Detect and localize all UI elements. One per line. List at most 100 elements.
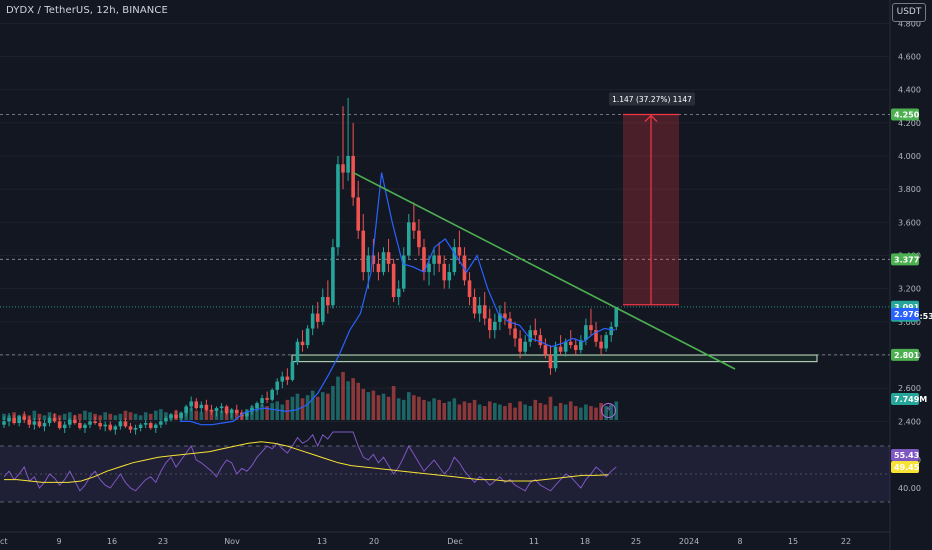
- candle-body: [234, 409, 239, 414]
- volume-bar: [518, 401, 522, 420]
- candle-body: [219, 406, 224, 409]
- candle-body: [467, 280, 472, 297]
- candle-body: [599, 341, 603, 349]
- volume-bar: [209, 410, 214, 420]
- candle-body: [341, 164, 345, 173]
- candle-body: [477, 305, 482, 314]
- volume-bar: [376, 395, 381, 420]
- rsi-tag-label: 49.45: [894, 463, 920, 472]
- candle-body: [204, 404, 209, 410]
- candle-body: [209, 409, 214, 412]
- volume-bar: [589, 406, 593, 420]
- volume-bar: [579, 407, 583, 420]
- candle-body: [295, 341, 300, 362]
- candle-body: [310, 313, 315, 329]
- candle-body: [265, 398, 269, 400]
- volume-bar: [472, 399, 477, 420]
- volume-bar: [366, 392, 371, 420]
- volume-bar: [568, 401, 573, 420]
- candle-body: [148, 423, 153, 428]
- volume-bar: [482, 406, 487, 420]
- volume-bar: [538, 402, 543, 420]
- candle-body: [42, 423, 47, 427]
- time-tick-label: ct: [0, 537, 8, 546]
- candle-body: [417, 230, 421, 248]
- moving-average-line: [180, 172, 616, 426]
- time-tick-label: 18: [580, 537, 590, 546]
- currency-button[interactable]: USDT: [892, 3, 926, 22]
- time-tick-label: 2024: [679, 537, 699, 546]
- volume-bar: [341, 372, 345, 420]
- time-tick-label: 11: [529, 537, 539, 546]
- volume-bar: [204, 409, 209, 420]
- volume-bar: [37, 413, 42, 420]
- price-tick-label: 4.600: [898, 52, 921, 61]
- candle-body: [123, 421, 128, 427]
- lightning-icon[interactable]: ⚡: [601, 403, 616, 418]
- candle-body: [498, 313, 502, 322]
- candle-body: [138, 424, 143, 428]
- rsi-tick-label: 40.00: [898, 484, 921, 493]
- symbol-header[interactable]: DYDX / TetherUS, 12h, BINANCE: [6, 5, 168, 16]
- volume-bar: [310, 390, 315, 420]
- volume-bar: [88, 412, 92, 420]
- volume-bar: [148, 413, 153, 420]
- price-tick-label: 4.400: [898, 86, 921, 95]
- volume-bar: [407, 392, 411, 420]
- candle-body: [275, 381, 280, 390]
- candle-body: [381, 252, 386, 273]
- candle-body: [543, 345, 548, 356]
- volume-bar: [412, 395, 416, 420]
- candle-body: [493, 321, 497, 331]
- volume-bar: [558, 402, 563, 420]
- candle-body: [78, 423, 82, 428]
- candle-body: [194, 401, 199, 409]
- candle-body: [285, 376, 290, 380]
- candle-body: [270, 389, 274, 400]
- candle-body: [128, 426, 133, 430]
- candle-body: [260, 398, 264, 404]
- time-tick-label: 9: [56, 537, 61, 546]
- candle-body: [336, 164, 340, 248]
- candle-body: [553, 346, 558, 369]
- price-tag-label: 3.377: [894, 255, 919, 264]
- candle-body: [255, 403, 259, 409]
- volume-bar: [290, 396, 295, 420]
- candle-body: [513, 328, 517, 339]
- price-tick-label: 4.000: [898, 152, 921, 161]
- price-tag-label: 7.749M: [894, 395, 927, 404]
- candle-body: [22, 416, 27, 420]
- candle-body: [315, 313, 320, 322]
- candle-body: [12, 418, 16, 424]
- time-tick-label: 15: [788, 537, 798, 546]
- volume-bar: [437, 399, 441, 420]
- descending-trendline: [352, 171, 736, 370]
- candle-body: [447, 272, 452, 281]
- candle-body: [83, 424, 87, 428]
- candle-body: [189, 401, 194, 407]
- candle-body: [528, 330, 533, 342]
- candle-body: [356, 197, 360, 231]
- candle-body: [7, 418, 11, 422]
- candle-body: [52, 418, 57, 422]
- candle-body: [17, 416, 21, 424]
- candle-body: [579, 340, 583, 351]
- price-tick-label: 4.800: [898, 19, 921, 28]
- candle-body: [589, 325, 593, 331]
- price-tag-label: 4.250: [894, 111, 920, 120]
- candle-body: [133, 428, 138, 430]
- price-tick-label: 2.400: [898, 417, 921, 426]
- candle-body: [573, 345, 578, 351]
- candle-body: [508, 318, 512, 329]
- volume-bar: [477, 404, 482, 420]
- volume-bar: [118, 413, 123, 420]
- volume-bar: [123, 410, 128, 420]
- time-tick-label: 25: [631, 537, 641, 546]
- time-tick-label: 8: [737, 537, 742, 546]
- candle-body: [62, 424, 67, 428]
- price-tick-label: 4.200: [898, 119, 921, 128]
- volume-bar: [199, 412, 204, 420]
- candle-body: [376, 263, 381, 273]
